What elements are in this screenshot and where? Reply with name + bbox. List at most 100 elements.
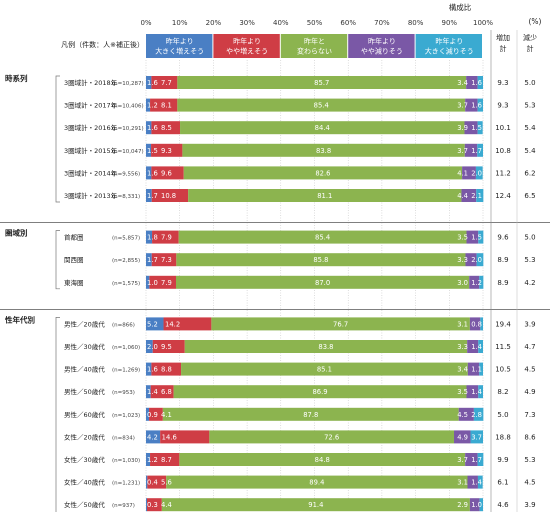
legend-swatch xyxy=(348,34,415,58)
decrease-total: 8.6 xyxy=(524,433,536,441)
legend-label: やや減りそう xyxy=(361,47,403,56)
value-label: 3.9 xyxy=(457,124,468,132)
bar-segment xyxy=(477,98,483,112)
bar-segment xyxy=(161,498,470,512)
row-n: (n=866) xyxy=(112,322,135,328)
increase-total: 11.2 xyxy=(495,169,511,177)
row-label: 男性／40歳代 xyxy=(64,365,105,374)
row-label: 女性／40歳代 xyxy=(64,478,105,487)
bar-segment xyxy=(146,166,152,180)
value-label: 2.8 xyxy=(471,411,482,419)
bar-segment xyxy=(146,453,151,466)
row-n: (n=9,556) xyxy=(112,171,140,177)
x-tick-label: 100% xyxy=(473,19,493,27)
bar-segment xyxy=(151,189,189,202)
bar-segment xyxy=(151,76,178,89)
value-label: 1.0 xyxy=(471,501,482,509)
value-label: 81.1 xyxy=(317,192,332,200)
value-label: 89.4 xyxy=(309,479,324,487)
bar-segment xyxy=(179,453,466,466)
value-label: 8.1 xyxy=(161,102,172,110)
bar-segment xyxy=(454,430,471,444)
value-label: 14.2 xyxy=(165,320,180,328)
decrease-header-line1: 減少 xyxy=(523,34,537,42)
unit-label: (%) xyxy=(528,17,542,26)
bar-segment xyxy=(465,98,478,112)
value-label: 5.6 xyxy=(161,479,172,487)
bar-segment xyxy=(476,189,484,202)
value-label: 83.8 xyxy=(318,343,333,351)
value-label: 85.4 xyxy=(315,234,330,242)
legend-label: 大きく減りそう xyxy=(425,47,474,56)
value-label: 2.0 xyxy=(471,169,482,177)
x-tick-label: 60% xyxy=(340,19,356,27)
decrease-total: 4.2 xyxy=(524,279,535,287)
row-n: (n=1,231) xyxy=(112,481,140,487)
row-n: (n=1,269) xyxy=(112,368,140,374)
legend-swatch xyxy=(415,34,482,58)
group-bracket xyxy=(55,75,60,203)
bar-segment xyxy=(467,340,479,353)
row-n: (n=1,060) xyxy=(112,345,140,351)
bar-segment xyxy=(181,362,468,376)
bar-segment xyxy=(466,230,479,244)
row-label: 男性／50歳代 xyxy=(64,387,105,396)
value-label: 85.7 xyxy=(314,79,329,87)
increase-total: 6.1 xyxy=(497,479,508,487)
value-label: 3.7 xyxy=(457,102,468,110)
value-label: 3.1 xyxy=(457,479,468,487)
value-label: 0.9 xyxy=(147,411,158,419)
value-label: 7.7 xyxy=(161,79,172,87)
bar-segment xyxy=(151,121,181,135)
x-tick-label: 10% xyxy=(172,19,188,27)
bar-segment xyxy=(477,453,484,466)
bar-segment xyxy=(465,453,478,466)
x-tick-label: 50% xyxy=(307,19,323,27)
bar-segment xyxy=(147,475,167,489)
bar-segment xyxy=(160,430,210,444)
row-label: 3圏域計・2017年 xyxy=(64,101,118,110)
bar-segment xyxy=(211,317,470,331)
increase-total: 5.0 xyxy=(497,411,508,419)
value-label: 5.2 xyxy=(147,320,158,328)
value-label: 6.8 xyxy=(161,388,172,396)
bar-segment xyxy=(152,340,185,353)
bar-segment xyxy=(152,230,179,244)
value-label: 87.0 xyxy=(315,279,330,287)
value-label: 1.1 xyxy=(471,366,482,374)
increase-total: 10.5 xyxy=(495,366,511,374)
value-label: 14.6 xyxy=(162,433,177,441)
value-label: 1.7 xyxy=(147,256,158,264)
bar-segment xyxy=(163,317,212,331)
bar-segment xyxy=(182,143,465,157)
bar-segment xyxy=(478,340,483,353)
increase-total: 11.5 xyxy=(495,343,511,351)
decrease-total: 7.3 xyxy=(524,411,535,419)
bar-segment xyxy=(146,317,164,331)
bar-segment xyxy=(469,275,480,289)
legend-label: 昨年より xyxy=(166,37,194,46)
value-label: 1.4 xyxy=(471,479,482,487)
bar-segment xyxy=(151,362,182,376)
legend-label: 凡例（件数：人※補正後） xyxy=(61,41,144,49)
decrease-total: 5.3 xyxy=(524,102,535,110)
increase-header-line2: 計 xyxy=(499,45,507,53)
bar-segment xyxy=(149,407,163,421)
decrease-total: 5.4 xyxy=(524,147,536,155)
value-label: 76.7 xyxy=(333,320,348,328)
decrease-total: 5.0 xyxy=(524,79,535,87)
decrease-total: 4.9 xyxy=(524,388,535,396)
value-label: 4.1 xyxy=(161,411,172,419)
bar-segment xyxy=(458,407,474,421)
decrease-total: 5.3 xyxy=(524,256,535,264)
value-label: 1.7 xyxy=(147,192,158,200)
bar-segment xyxy=(146,98,151,112)
increase-total: 4.6 xyxy=(497,501,509,509)
value-label: 7.9 xyxy=(161,279,172,287)
increase-total: 8.9 xyxy=(497,279,508,287)
group-label: 圏域別 xyxy=(5,228,28,238)
value-label: 9.6 xyxy=(161,169,172,177)
increase-total: 8.2 xyxy=(497,388,508,396)
value-label: 1.6 xyxy=(471,102,482,110)
value-label: 3.1 xyxy=(457,320,468,328)
